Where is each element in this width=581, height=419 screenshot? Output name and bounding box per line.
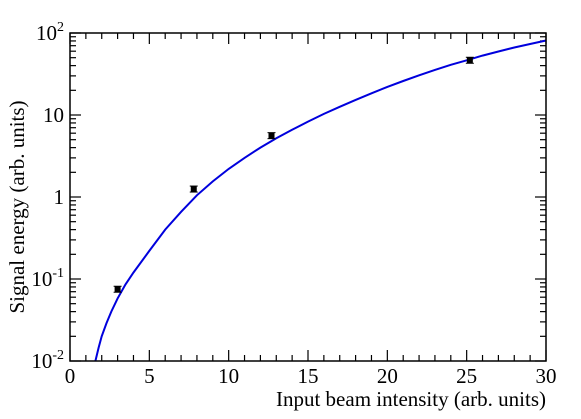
x-tick-label: 20 [377, 364, 398, 388]
x-axis-label: Input beam intensity (arb. units) [276, 387, 546, 411]
x-tick-label: 0 [65, 364, 76, 388]
fit-curve [94, 39, 547, 362]
x-tick-label: 15 [298, 364, 319, 388]
y-axis-label: Signal energy (arb. units) [5, 100, 29, 313]
y-tick-label: 10-1 [31, 266, 64, 291]
x-tick-label: 25 [456, 364, 477, 388]
x-tick-label: 30 [536, 364, 557, 388]
y-tick-label: 10-2 [31, 348, 64, 373]
plot-frame [69, 32, 547, 362]
y-tick-labels: 10-2 10-1 1 10 102 [31, 20, 64, 373]
x-tick-labels: 0 5 10 15 20 25 30 [65, 364, 557, 388]
x-tick-label: 5 [144, 364, 155, 388]
data-point [268, 132, 275, 139]
x-tick-label: 10 [218, 364, 239, 388]
y-tick-label: 102 [36, 20, 64, 45]
y-tick-label: 1 [54, 185, 65, 209]
data-point [466, 57, 473, 64]
data-point [190, 186, 197, 193]
data-points [113, 56, 474, 293]
data-point [114, 286, 121, 293]
y-tick-label: 10 [43, 103, 64, 127]
tick-marks [69, 32, 547, 362]
